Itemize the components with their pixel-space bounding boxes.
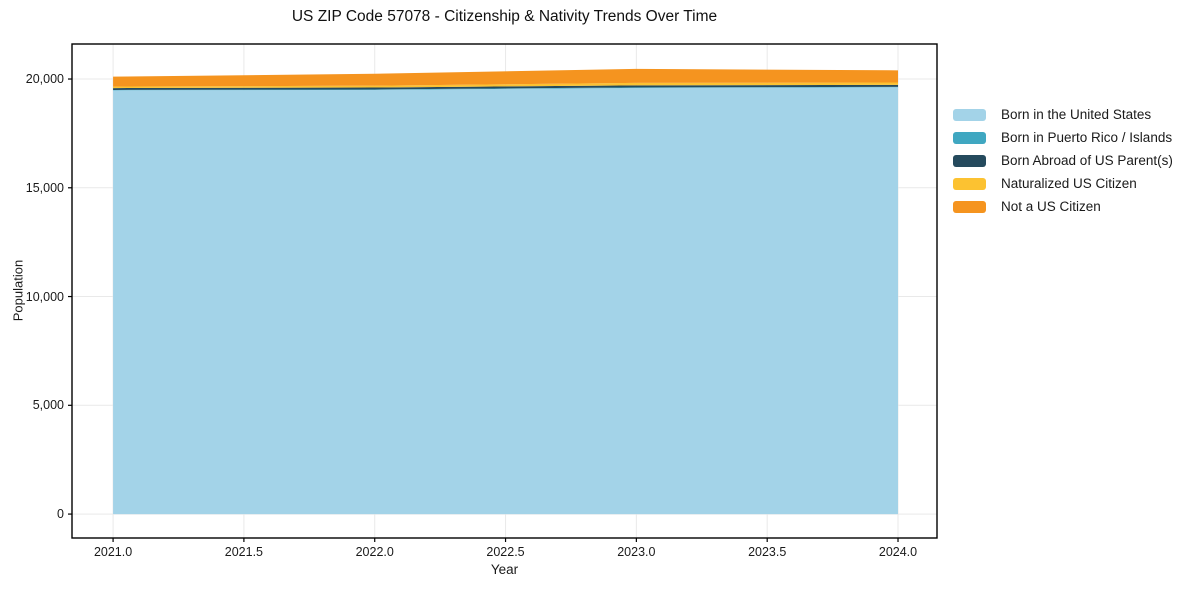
legend-item: Naturalized US Citizen [953,176,1173,191]
x-tick-label: 2023.0 [617,545,656,559]
y-tick-label: 20,000 [25,72,64,87]
legend-item: Born Abroad of US Parent(s) [953,153,1173,168]
x-tick-label: 2021.0 [93,545,133,559]
legend: Born in the United States Born in Puerto … [953,107,1173,214]
legend-label: Born Abroad of US Parent(s) [1001,153,1173,168]
legend-label: Born in Puerto Rico / Islands [1001,130,1173,145]
x-tick-label: 2022.5 [486,545,525,559]
chart-title: US ZIP Code 57078 - Citizenship & Nativi… [291,8,718,25]
area-born-in-the-united-states [113,87,899,515]
y-tick-label: 15,000 [25,180,64,195]
area-not-a-us-citizen [113,68,899,87]
legend-swatch-icon [953,200,986,213]
x-tick-label: 2022.0 [355,545,394,559]
area-born-abroad-of-us-parent-s [113,84,899,90]
legend-label: Born in the United States [1001,107,1152,122]
x-tick-label: 2023.5 [748,545,787,559]
legend-swatch-icon [953,131,986,144]
plot-border [71,43,938,539]
legend-item: Born in Puerto Rico / Islands [953,130,1173,145]
legend-label: Not a US Citizen [1001,199,1101,214]
y-tick-label: 0 [57,507,64,522]
legend-swatch-icon [953,108,986,121]
y-tick-label: 5,000 [32,398,64,413]
legend-label: Naturalized US Citizen [1001,176,1137,191]
legend-swatch-icon [953,177,986,190]
legend-item: Not a US Citizen [953,199,1173,214]
area-naturalized-us-citizen [113,82,899,89]
area-born-in-puerto-rico-islands [113,86,899,91]
x-axis-label: Year [490,562,519,577]
legend-swatch-icon [953,154,986,167]
x-tick-label: 2024.0 [878,545,918,559]
legend-item: Born in the United States [953,107,1173,122]
y-tick-label: 10,000 [25,289,64,304]
x-tick-label: 2021.5 [224,545,263,559]
